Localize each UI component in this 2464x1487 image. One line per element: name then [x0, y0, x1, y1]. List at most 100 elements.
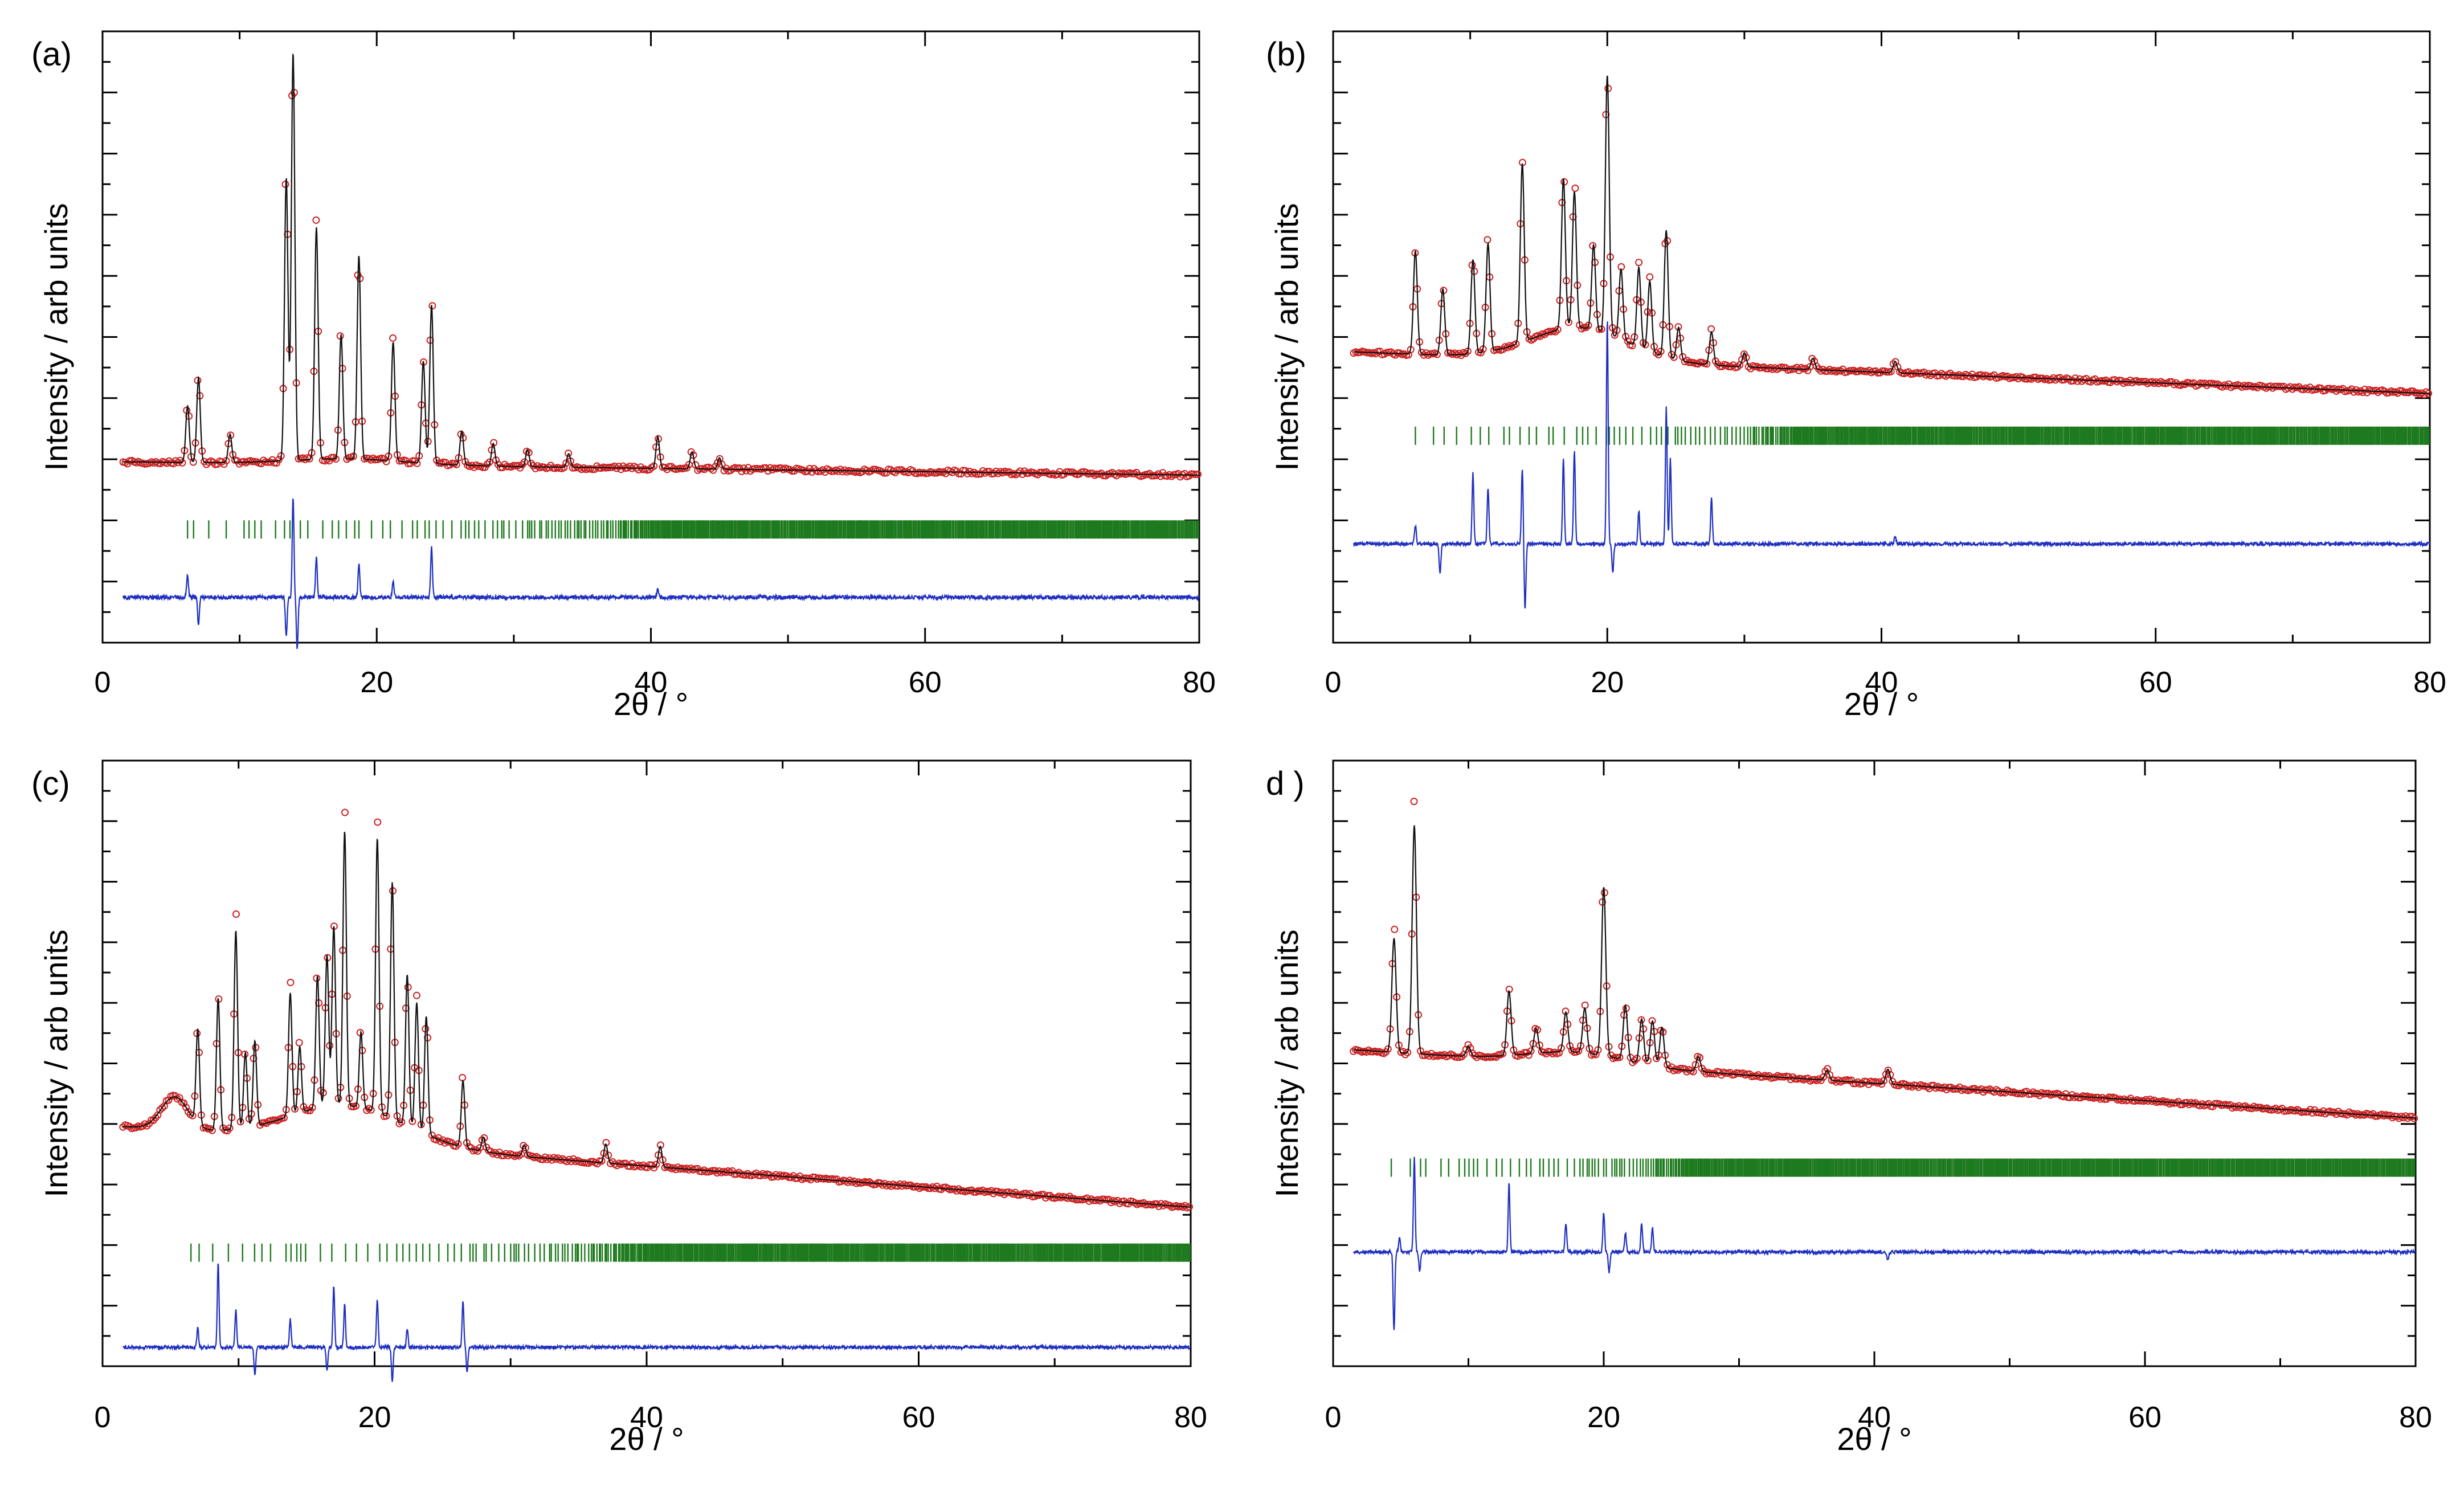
- observed-point: [1979, 1088, 1987, 1096]
- observed-point: [1670, 353, 1678, 361]
- observed-point: [1512, 340, 1520, 348]
- observed-point: [1401, 1051, 1409, 1059]
- observed-point: [846, 1176, 854, 1184]
- observed-point: [1581, 1001, 1589, 1009]
- observed-point: [1464, 348, 1472, 355]
- observed-point: [1947, 1084, 1955, 1091]
- observed-points: [1350, 84, 2433, 398]
- x-tick-label: 0: [95, 1401, 111, 1434]
- observed-point: [1458, 1053, 1466, 1061]
- observed-point: [312, 216, 320, 224]
- observed-point: [595, 1157, 603, 1165]
- x-tick-label: 40: [1865, 666, 1898, 699]
- x-axis-label: 2θ / °: [609, 1421, 684, 1457]
- observed-point: [156, 1106, 164, 1114]
- x-tick-label: 0: [1325, 666, 1342, 699]
- observed-point: [308, 1104, 316, 1112]
- x-tick-label: 20: [358, 1401, 391, 1434]
- observed-point: [1716, 362, 1724, 370]
- observed-point: [1882, 1071, 1890, 1079]
- observed-point: [554, 1154, 562, 1162]
- x-tick-label: 60: [2128, 1401, 2161, 1434]
- observed-point: [1635, 259, 1643, 267]
- observed-point: [972, 470, 980, 478]
- observed-point: [563, 1158, 571, 1166]
- observed-point: [232, 910, 240, 918]
- observed-point: [565, 450, 573, 457]
- x-tick-label: 40: [1858, 1401, 1891, 1434]
- observed-point: [1066, 468, 1074, 476]
- observed-point: [1887, 367, 1895, 375]
- observed-point: [500, 1151, 508, 1159]
- observed-point: [770, 1173, 778, 1180]
- observed-point: [1782, 364, 1789, 372]
- calculated-line: [122, 831, 1191, 1208]
- observed-point: [1100, 472, 1108, 480]
- observed-point: [611, 462, 618, 470]
- observed-point: [2407, 387, 2415, 395]
- observed-point: [893, 466, 901, 474]
- observed-point: [189, 1112, 197, 1120]
- observed-point: [1624, 337, 1632, 345]
- observed-point: [613, 1162, 621, 1170]
- observed-point: [413, 991, 420, 999]
- observed-point: [1391, 925, 1399, 933]
- observed-point: [1676, 1064, 1684, 1072]
- observed-point: [158, 1104, 166, 1112]
- x-axis-label: 2θ / °: [1844, 686, 1919, 722]
- panel-2: 0 20 40 60 80 2θ / ° Intensity / arb units (b): [1266, 30, 2446, 722]
- observed-point: [189, 458, 197, 466]
- observed-point: [1185, 472, 1193, 480]
- observed-point: [2289, 385, 2297, 393]
- x-tick-label: 60: [2139, 666, 2172, 699]
- difference-line: [1353, 321, 2430, 608]
- observed-point: [652, 1161, 660, 1169]
- observed-point: [1192, 471, 1200, 479]
- x-tick-label: 80: [2399, 1401, 2432, 1434]
- y-axis-label: Intensity / arb units: [1269, 203, 1305, 471]
- observed-point: [382, 1112, 390, 1120]
- observed-point: [1571, 184, 1579, 192]
- observed-point: [1484, 236, 1492, 244]
- observed-point: [992, 467, 1000, 475]
- observed-point: [1880, 1077, 1888, 1085]
- observed-point: [2218, 383, 2226, 391]
- observed-point: [990, 469, 998, 477]
- observed-point: [521, 458, 529, 466]
- observed-point: [341, 808, 349, 816]
- observed-point: [389, 334, 397, 342]
- panel-label: (c): [31, 765, 70, 802]
- observed-point: [645, 465, 653, 473]
- observed-point: [746, 1171, 754, 1179]
- observed-point: [1194, 471, 1202, 478]
- plot-frame: [1332, 759, 2417, 1367]
- observed-point: [527, 459, 535, 467]
- observed-point: [598, 1157, 606, 1165]
- observed-point: [1804, 366, 1812, 374]
- observed-point: [452, 1142, 460, 1150]
- observed-point: [1875, 1078, 1883, 1086]
- observed-point: [1586, 1044, 1593, 1052]
- x-tick-label: 0: [1325, 1401, 1342, 1434]
- observed-point: [541, 1153, 549, 1161]
- observed-point: [256, 1121, 264, 1129]
- observed-point: [1461, 349, 1469, 357]
- observed-point: [1707, 1069, 1715, 1077]
- observed-points: [1350, 798, 2418, 1122]
- observed-point: [836, 465, 844, 473]
- observed-point: [713, 459, 721, 467]
- x-tick-label: 20: [360, 666, 393, 699]
- observed-point: [226, 1124, 234, 1132]
- calculated-line: [1354, 75, 2430, 394]
- observed-point: [2332, 387, 2340, 395]
- observed-point: [374, 818, 382, 826]
- observed-point: [287, 978, 295, 986]
- observed-point: [1616, 1053, 1624, 1061]
- observed-point: [1691, 1061, 1699, 1069]
- observed-point: [2212, 381, 2220, 388]
- observed-point: [718, 460, 726, 468]
- observed-point: [1038, 468, 1046, 476]
- observed-point: [1815, 365, 1823, 373]
- reflection-ticks: [190, 1243, 1191, 1262]
